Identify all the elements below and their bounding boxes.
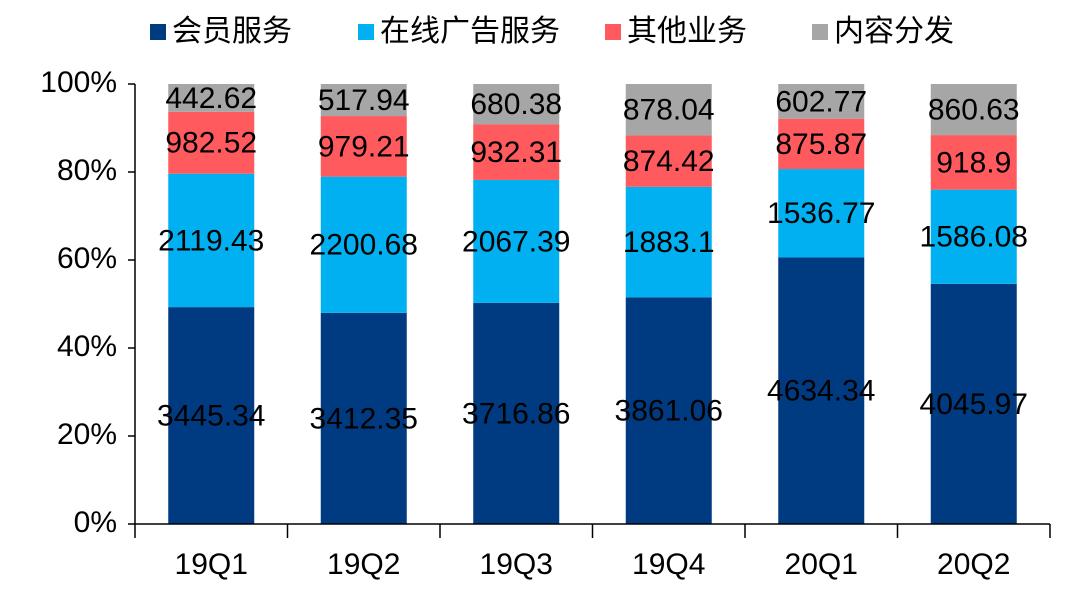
legend-label: 在线广告服务	[380, 15, 560, 48]
data-label: 979.21	[318, 130, 410, 163]
bar-segment	[778, 84, 865, 119]
bar-segment	[930, 189, 1017, 284]
bar-segment	[625, 186, 712, 298]
bar-segment	[473, 84, 560, 125]
bar-segment	[473, 124, 560, 180]
legend-label: 其他业务	[627, 15, 747, 48]
bar-segment	[778, 169, 865, 258]
bar-segment	[778, 118, 865, 170]
data-label: 2119.43	[158, 224, 264, 257]
data-label: 3445.34	[157, 399, 265, 432]
data-label: 602.77	[775, 85, 867, 118]
bar-segment	[930, 283, 1017, 524]
data-label: 517.94	[318, 84, 410, 117]
x-tick-label: 19Q4	[632, 548, 705, 581]
data-label: 442.62	[165, 82, 257, 115]
x-tick-label: 19Q1	[175, 548, 248, 581]
data-label: 4045.97	[920, 388, 1028, 421]
bar-segment	[473, 302, 560, 524]
bar-segment	[168, 84, 255, 112]
bar-segment	[320, 176, 407, 313]
data-label: 878.04	[623, 94, 715, 127]
bar-segment	[168, 173, 255, 308]
bar-segment	[625, 297, 712, 524]
legend-label: 会员服务	[172, 15, 292, 48]
data-label: 1586.08	[920, 221, 1028, 254]
bar-segment	[320, 116, 407, 177]
bar-segment	[778, 257, 865, 524]
bar-segment	[930, 84, 1017, 136]
data-label: 918.9	[936, 146, 1011, 179]
y-tick-label: 100%	[40, 66, 117, 99]
data-label: 982.52	[165, 127, 257, 160]
data-label: 932.31	[470, 136, 562, 169]
data-label: 1536.77	[767, 197, 875, 230]
data-label: 3716.86	[462, 397, 570, 430]
legend-swatch	[358, 24, 374, 40]
bar-segment	[320, 84, 407, 117]
y-tick-label: 60%	[57, 242, 117, 275]
data-label: 874.42	[623, 145, 715, 178]
legend-label: 内容分发	[834, 15, 954, 48]
y-tick-label: 80%	[57, 154, 117, 187]
legend-swatch	[605, 24, 621, 40]
legend-swatch	[150, 24, 166, 40]
bar-segment	[625, 135, 712, 187]
bar-segment	[625, 84, 712, 136]
x-tick-label: 20Q1	[785, 548, 858, 581]
data-label: 4634.34	[767, 375, 875, 408]
x-tick-label: 20Q2	[937, 548, 1010, 581]
x-tick-label: 19Q2	[327, 548, 400, 581]
data-label: 3861.06	[615, 395, 723, 428]
x-tick-label: 19Q3	[480, 548, 553, 581]
data-label: 875.87	[775, 128, 867, 161]
bar-segment	[930, 135, 1017, 190]
y-tick-label: 40%	[57, 330, 117, 363]
y-tick-label: 0%	[74, 506, 117, 539]
bar-segment	[320, 312, 407, 524]
data-label: 680.38	[470, 88, 562, 121]
data-label: 2200.68	[310, 229, 418, 262]
bar-segment	[473, 179, 560, 303]
bar-segment	[168, 111, 255, 174]
data-label: 860.63	[928, 93, 1020, 126]
data-label: 1883.1	[623, 226, 715, 259]
y-tick-label: 20%	[57, 418, 117, 451]
bar-segment	[168, 307, 255, 524]
data-label: 3412.35	[310, 402, 418, 435]
data-label: 2067.39	[462, 225, 570, 258]
legend-swatch	[812, 24, 828, 40]
